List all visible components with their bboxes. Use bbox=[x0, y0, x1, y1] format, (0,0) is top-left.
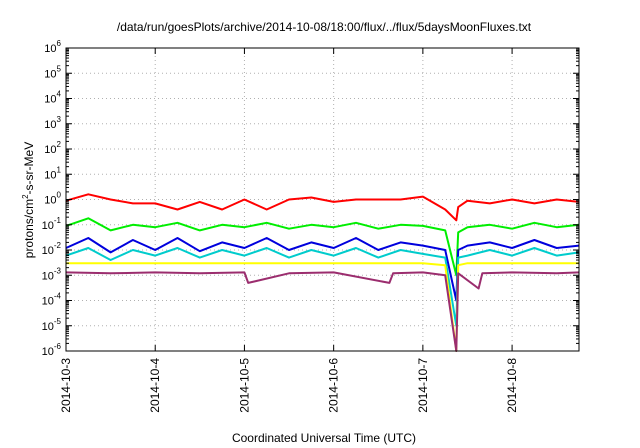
x-tick-label: 2014-10-4 bbox=[148, 358, 162, 413]
series-line bbox=[65, 237, 580, 302]
y-tick-label: 104 bbox=[44, 90, 61, 106]
y-tick-label: 102 bbox=[44, 140, 61, 156]
y-tick-label: 10-5 bbox=[42, 317, 62, 333]
y-tick-base: 10 bbox=[44, 144, 56, 156]
y-axis-label-suffix: -s-sr-MeV bbox=[22, 142, 36, 195]
y-tick-label: 101 bbox=[44, 165, 61, 181]
y-axis-label-prefix: protons/cm bbox=[22, 199, 36, 258]
y-tick-label: 103 bbox=[44, 115, 61, 131]
y-tick-label: 10-3 bbox=[42, 266, 62, 282]
y-tick-label: 105 bbox=[44, 64, 61, 80]
y-tick-exponent: 4 bbox=[57, 90, 62, 99]
y-tick-label: 100 bbox=[44, 191, 61, 207]
y-tick-label: 10-1 bbox=[42, 216, 62, 232]
y-tick-exponent: 1 bbox=[57, 165, 62, 174]
y-tick-base: 10 bbox=[44, 94, 56, 106]
y-tick-base: 10 bbox=[42, 220, 54, 232]
y-tick-exponent: -4 bbox=[54, 292, 62, 301]
y-tick-exponent: -1 bbox=[54, 216, 62, 225]
y-tick-base: 10 bbox=[42, 270, 54, 282]
y-tick-base: 10 bbox=[44, 169, 56, 181]
series-lines bbox=[65, 193, 580, 352]
x-tick-label: 2014-10-3 bbox=[59, 358, 73, 413]
y-tick-label: 10-6 bbox=[42, 342, 62, 358]
x-axis-label: Coordinated Universal Time (UTC) bbox=[232, 431, 416, 445]
y-tick-label: 106 bbox=[44, 39, 61, 55]
y-tick-base: 10 bbox=[42, 245, 54, 257]
grid-lines bbox=[65, 48, 579, 351]
x-tick-label: 2014-10-8 bbox=[505, 358, 519, 413]
series-line bbox=[65, 193, 580, 222]
y-tick-exponent: -6 bbox=[54, 342, 62, 351]
y-tick-exponent: -2 bbox=[54, 241, 62, 250]
x-axis-ticks: 2014-10-3 2014-10-4 2014-10-5 2014-10-6 2014… bbox=[59, 48, 519, 413]
x-tick-label: 2014-10-6 bbox=[327, 358, 341, 413]
y-tick-exponent: -5 bbox=[54, 317, 62, 326]
x-tick-label: 2014-10-5 bbox=[237, 358, 251, 413]
y-tick-base: 10 bbox=[42, 346, 54, 358]
y-axis-label: protons/cm2-s-sr-MeV bbox=[21, 142, 36, 258]
y-tick-base: 10 bbox=[42, 296, 54, 308]
series-line bbox=[65, 271, 580, 352]
y-tick-exponent: 5 bbox=[57, 64, 62, 73]
y-tick-exponent: 2 bbox=[57, 140, 62, 149]
y-tick-exponent: 3 bbox=[57, 115, 62, 124]
y-tick-base: 10 bbox=[44, 119, 56, 131]
x-tick-label: 2014-10-7 bbox=[416, 358, 430, 413]
series-line bbox=[66, 262, 579, 352]
series-line bbox=[65, 217, 580, 277]
y-tick-base: 10 bbox=[42, 321, 54, 333]
y-axis-ticks: 10-610-510-410-310-210-11001011021031041… bbox=[42, 39, 579, 358]
chart-title: /data/run/goesPlots/archive/2014-10-08/1… bbox=[117, 20, 532, 34]
y-tick-exponent: 0 bbox=[57, 191, 62, 200]
series-line bbox=[65, 247, 580, 327]
y-axis-label-sup: 2 bbox=[21, 194, 30, 199]
y-tick-base: 10 bbox=[44, 68, 56, 80]
y-tick-label: 10-4 bbox=[42, 292, 62, 308]
y-tick-exponent: -3 bbox=[54, 266, 62, 275]
y-tick-base: 10 bbox=[44, 43, 56, 55]
y-tick-base: 10 bbox=[44, 195, 56, 207]
y-tick-label: 10-2 bbox=[42, 241, 62, 257]
y-tick-exponent: 6 bbox=[57, 39, 62, 48]
